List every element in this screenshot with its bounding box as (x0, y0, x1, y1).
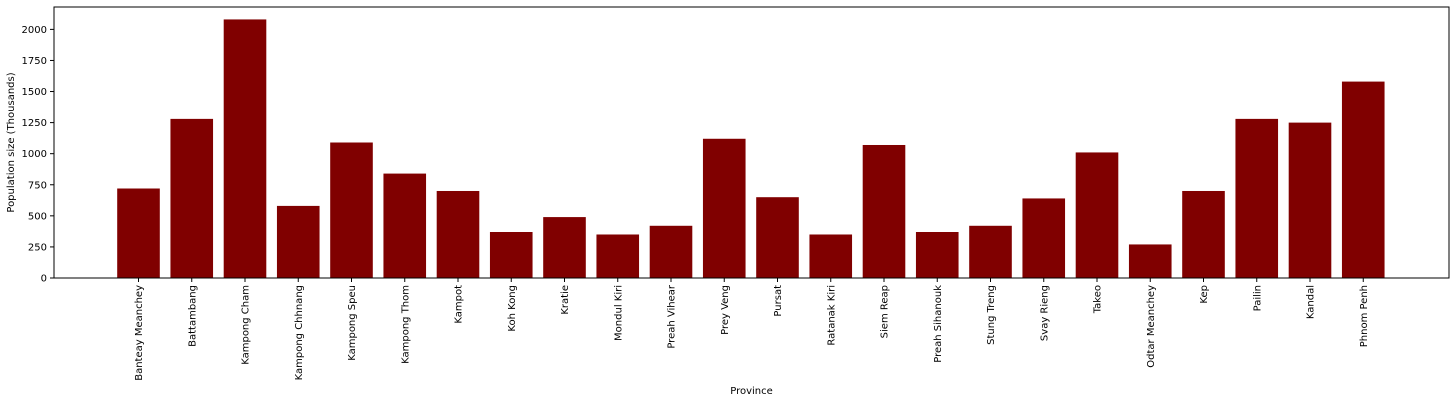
x-tick-label: Ratanak Kiri (826, 285, 837, 346)
y-tick-label: 750 (28, 180, 47, 191)
y-tick-label: 500 (28, 211, 47, 222)
y-tick-label: 1000 (22, 149, 47, 160)
x-tick-label: Kampong Cham (241, 285, 252, 365)
x-tick-label: Stung Treng (986, 285, 997, 345)
x-tick-label: Svay Rieng (1039, 285, 1050, 341)
x-tick-label: Pursat (773, 285, 784, 317)
x-tick-label: Pailin (1252, 285, 1263, 311)
y-tick-label: 0 (41, 274, 47, 285)
x-tick-label: Odtar Meanchey (1146, 285, 1157, 368)
x-tick-label: Mondul Kiri (613, 285, 624, 341)
bar (543, 217, 586, 278)
y-tick-label: 1250 (22, 118, 47, 129)
bar (1288, 122, 1332, 278)
x-tick-label: Takeo (1093, 285, 1104, 314)
x-tick-label: Koh Kong (507, 285, 518, 332)
bar (969, 225, 1012, 278)
y-tick-label: 1500 (22, 87, 47, 98)
x-tick-label: Kampong Speu (347, 285, 358, 361)
bar (756, 197, 799, 278)
x-tick-label: Kampot (454, 285, 465, 324)
x-tick-label: Phnom Penh (1359, 285, 1370, 347)
bar (649, 225, 693, 278)
bar (383, 173, 427, 278)
x-tick-label: Battambang (187, 285, 198, 347)
x-axis: Banteay Meanchey Battambang Kampong Cham Ka… (134, 278, 1370, 381)
bar (702, 138, 746, 278)
plot-frame (53, 6, 1450, 279)
bar (223, 19, 267, 279)
x-tick-label: Kampong Thom (400, 285, 411, 364)
x-tick-label: Preah Vihear (667, 284, 678, 349)
bar (596, 234, 640, 278)
x-tick-label: Prey Veng (720, 285, 731, 335)
bar (862, 144, 906, 278)
bar (809, 234, 853, 278)
y-axis: 0 250 500 750 1000 1250 1500 1750 2000 (22, 25, 54, 285)
bar (1128, 244, 1172, 278)
bar (170, 118, 214, 278)
x-tick-label: Kampong Chhnang (294, 285, 305, 380)
x-tick-label: Kep (1199, 285, 1210, 304)
y-axis-label: Population size (Thousands) (6, 72, 17, 212)
x-tick-label: Kandal (1306, 285, 1317, 319)
bars-group (117, 19, 1385, 279)
bar (1075, 152, 1119, 278)
x-tick-label: Preah Sihanouk (933, 285, 944, 363)
x-tick-label: Siem Reap (880, 285, 891, 338)
bar (1022, 198, 1066, 278)
y-tick-label: 1750 (22, 56, 47, 67)
bar (1341, 81, 1385, 278)
x-tick-label: Banteay Meanchey (134, 285, 145, 381)
x-axis-label: Province (730, 386, 773, 397)
bar (117, 188, 160, 278)
bar (1235, 118, 1279, 278)
bar (276, 205, 320, 278)
bar (330, 142, 373, 278)
y-tick-label: 250 (28, 242, 47, 253)
bar (436, 190, 480, 278)
x-tick-label: Kratie (560, 285, 571, 315)
bar (1182, 190, 1225, 278)
bar (915, 232, 959, 278)
bar (489, 232, 533, 278)
y-tick-label: 2000 (22, 25, 47, 36)
